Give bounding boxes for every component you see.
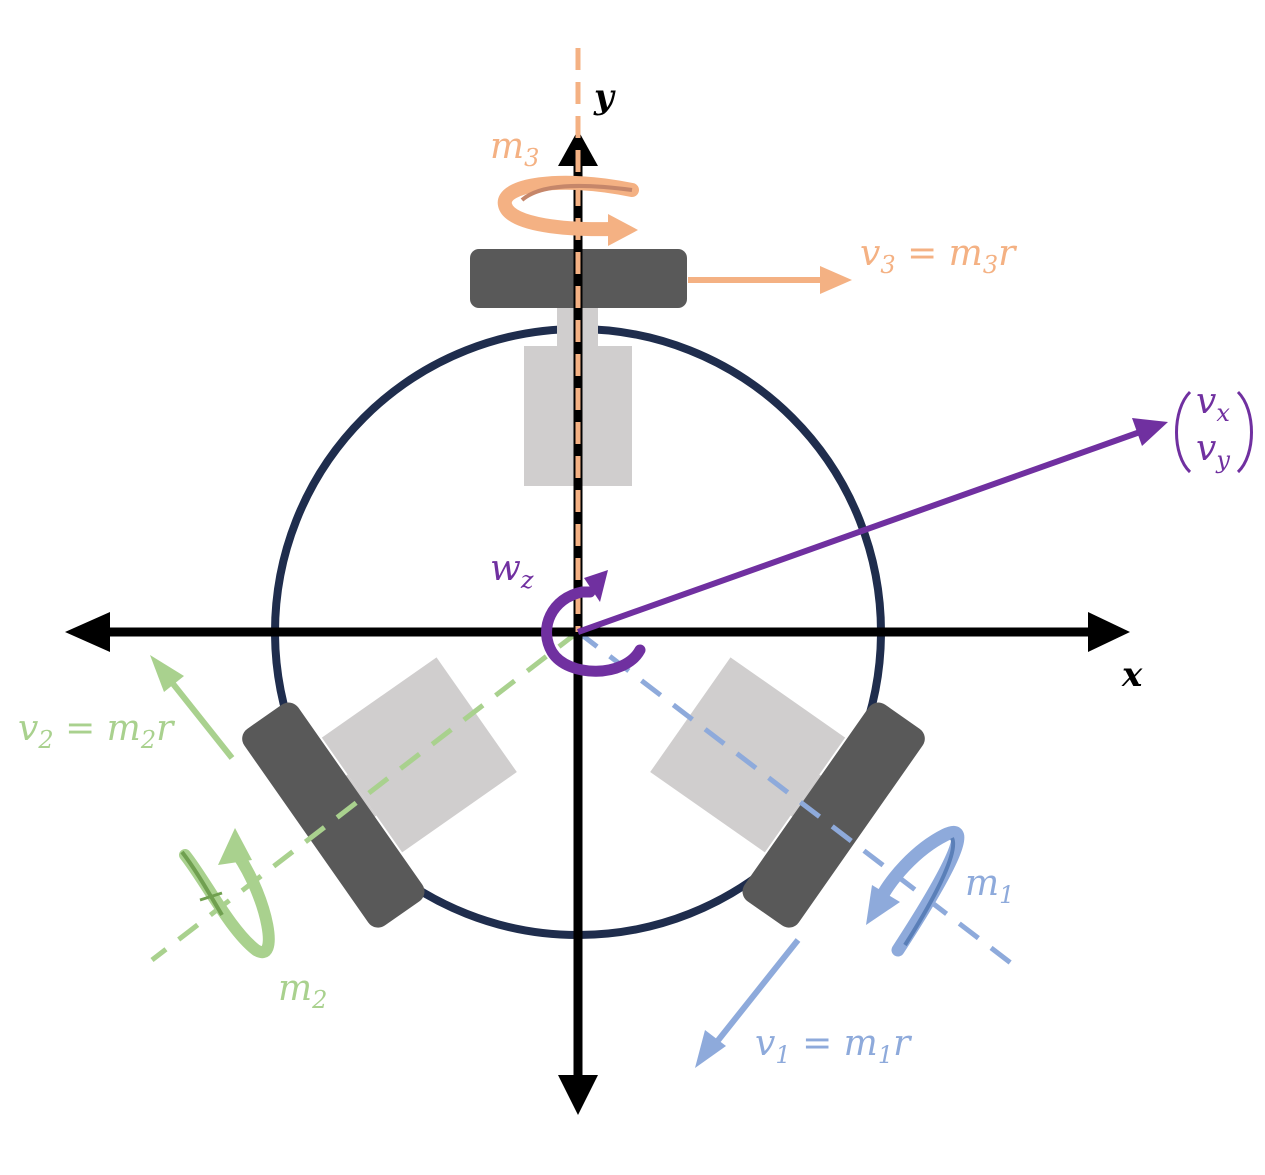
x-axis-label: x bbox=[1121, 655, 1143, 695]
m2-rotation-arrow bbox=[179, 828, 275, 959]
wheel-1 bbox=[742, 702, 925, 928]
y-axis bbox=[558, 130, 598, 1115]
wz-label: wz bbox=[490, 548, 534, 594]
v1-arrow bbox=[695, 938, 801, 1068]
m2-label: m2 bbox=[278, 968, 327, 1014]
m1-label: m1 bbox=[965, 863, 1014, 909]
wheel-1-axis-dashed bbox=[576, 630, 1022, 972]
velocity-vector-arrow bbox=[576, 418, 1168, 635]
m1-rotation-arrow bbox=[866, 825, 965, 957]
wheel-2 bbox=[242, 702, 425, 928]
svg-text:vy: vy bbox=[1196, 428, 1230, 474]
wz-rotation-arrow bbox=[541, 570, 646, 677]
motor-2 bbox=[242, 657, 517, 928]
v3-arrow bbox=[688, 266, 852, 294]
v2-equation-label: v2 = m2r bbox=[18, 708, 175, 754]
y-axis-label: y bbox=[593, 77, 616, 117]
v1-equation-label: v1 = m1r bbox=[755, 1023, 912, 1069]
svg-text:vx: vx bbox=[1196, 381, 1230, 427]
m3-label: m3 bbox=[490, 126, 539, 172]
x-axis bbox=[65, 612, 1130, 652]
v2-arrow bbox=[150, 655, 235, 760]
motor-1 bbox=[650, 657, 925, 928]
velocity-vector-label: vx vy bbox=[1175, 381, 1253, 474]
v3-equation-label: v3 = m3r bbox=[860, 233, 1017, 279]
m3-rotation-arrow bbox=[497, 175, 639, 246]
